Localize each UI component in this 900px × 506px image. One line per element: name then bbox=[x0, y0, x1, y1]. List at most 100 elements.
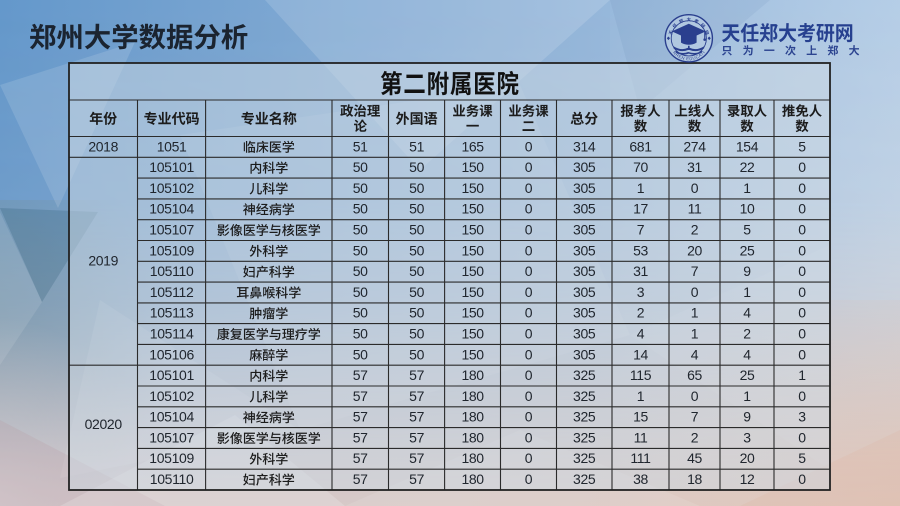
svg-text:0: 0 bbox=[798, 346, 806, 362]
svg-text:0: 0 bbox=[525, 346, 533, 362]
svg-text:18: 18 bbox=[687, 471, 702, 487]
svg-text:20: 20 bbox=[687, 242, 702, 258]
svg-text:38: 38 bbox=[633, 471, 648, 487]
svg-text:50: 50 bbox=[409, 263, 424, 279]
svg-text:0: 0 bbox=[798, 159, 806, 175]
svg-text:0: 0 bbox=[691, 180, 699, 196]
svg-text:2018: 2018 bbox=[88, 138, 118, 154]
svg-text:57: 57 bbox=[353, 450, 368, 466]
svg-text:165: 165 bbox=[461, 138, 484, 154]
svg-text:325: 325 bbox=[573, 429, 596, 445]
svg-text:105104: 105104 bbox=[149, 201, 194, 217]
svg-text:4: 4 bbox=[691, 346, 699, 362]
svg-text:11: 11 bbox=[688, 201, 702, 217]
svg-text:325: 325 bbox=[573, 450, 596, 466]
svg-text:65: 65 bbox=[687, 367, 702, 383]
svg-text:0: 0 bbox=[798, 263, 806, 279]
svg-text:105110: 105110 bbox=[150, 263, 194, 279]
svg-text:50: 50 bbox=[353, 222, 368, 238]
svg-text:50: 50 bbox=[409, 201, 424, 217]
svg-text:7: 7 bbox=[691, 263, 699, 279]
svg-text:305: 305 bbox=[573, 222, 596, 238]
svg-text:305: 305 bbox=[573, 263, 596, 279]
svg-text:50: 50 bbox=[409, 180, 424, 196]
svg-text:0: 0 bbox=[691, 284, 699, 300]
svg-text:50: 50 bbox=[353, 263, 368, 279]
svg-text:10: 10 bbox=[740, 201, 755, 217]
svg-text:681: 681 bbox=[629, 138, 652, 154]
svg-text:0: 0 bbox=[525, 180, 533, 196]
svg-text:50: 50 bbox=[353, 305, 368, 321]
svg-text:105110: 105110 bbox=[150, 471, 194, 487]
svg-text:45: 45 bbox=[687, 450, 702, 466]
svg-text:0: 0 bbox=[525, 159, 533, 175]
svg-text:50: 50 bbox=[409, 222, 424, 238]
svg-text:2: 2 bbox=[637, 305, 645, 321]
svg-text:17: 17 bbox=[633, 201, 648, 217]
svg-text:0: 0 bbox=[525, 138, 533, 154]
svg-text:1051: 1051 bbox=[157, 138, 187, 154]
svg-text:105113: 105113 bbox=[150, 305, 194, 321]
svg-text:105107: 105107 bbox=[149, 429, 194, 445]
svg-text:4: 4 bbox=[743, 346, 751, 362]
svg-text:50: 50 bbox=[353, 346, 368, 362]
svg-text:57: 57 bbox=[353, 388, 368, 404]
svg-text:150: 150 bbox=[461, 346, 484, 362]
svg-text:20: 20 bbox=[740, 450, 755, 466]
svg-text:1: 1 bbox=[637, 388, 645, 404]
svg-text:14: 14 bbox=[633, 346, 648, 362]
svg-text:305: 305 bbox=[573, 284, 596, 300]
svg-text:1: 1 bbox=[743, 284, 751, 300]
svg-text:50: 50 bbox=[353, 284, 368, 300]
svg-text:150: 150 bbox=[461, 159, 484, 175]
svg-text:305: 305 bbox=[573, 346, 596, 362]
svg-text:0: 0 bbox=[798, 388, 806, 404]
svg-text:180: 180 bbox=[461, 409, 484, 425]
svg-text:0: 0 bbox=[525, 388, 533, 404]
svg-text:57: 57 bbox=[409, 388, 424, 404]
svg-text:180: 180 bbox=[461, 429, 484, 445]
svg-text:150: 150 bbox=[461, 305, 484, 321]
svg-text:105106: 105106 bbox=[149, 346, 194, 362]
svg-text:0: 0 bbox=[525, 429, 533, 445]
svg-text:325: 325 bbox=[573, 409, 596, 425]
svg-text:5: 5 bbox=[798, 138, 806, 154]
svg-text:0: 0 bbox=[525, 471, 533, 487]
svg-text:9: 9 bbox=[743, 409, 751, 425]
svg-text:150: 150 bbox=[461, 326, 484, 342]
svg-text:180: 180 bbox=[461, 450, 484, 466]
svg-text:1: 1 bbox=[798, 367, 806, 383]
svg-text:57: 57 bbox=[353, 367, 368, 383]
svg-text:180: 180 bbox=[461, 367, 484, 383]
svg-text:9: 9 bbox=[743, 263, 751, 279]
svg-text:0: 0 bbox=[525, 222, 533, 238]
svg-text:105104: 105104 bbox=[149, 409, 194, 425]
svg-text:0: 0 bbox=[525, 284, 533, 300]
svg-text:180: 180 bbox=[461, 388, 484, 404]
svg-text:0: 0 bbox=[798, 222, 806, 238]
svg-text:50: 50 bbox=[353, 326, 368, 342]
svg-text:57: 57 bbox=[353, 471, 368, 487]
svg-text:305: 305 bbox=[573, 159, 596, 175]
svg-text:150: 150 bbox=[461, 242, 484, 258]
svg-text:0: 0 bbox=[525, 326, 533, 342]
svg-text:50: 50 bbox=[409, 284, 424, 300]
svg-text:180: 180 bbox=[461, 471, 484, 487]
svg-text:0: 0 bbox=[798, 305, 806, 321]
svg-text:50: 50 bbox=[353, 242, 368, 258]
svg-text:25: 25 bbox=[740, 242, 755, 258]
svg-text:0: 0 bbox=[525, 367, 533, 383]
svg-text:2019: 2019 bbox=[88, 253, 118, 269]
svg-text:22: 22 bbox=[740, 159, 755, 175]
svg-text:51: 51 bbox=[409, 138, 424, 154]
svg-text:105102: 105102 bbox=[149, 180, 194, 196]
svg-text:5: 5 bbox=[798, 450, 806, 466]
svg-text:4: 4 bbox=[743, 305, 751, 321]
svg-text:50: 50 bbox=[353, 159, 368, 175]
svg-text:50: 50 bbox=[409, 159, 424, 175]
svg-text:57: 57 bbox=[409, 367, 424, 383]
svg-text:105102: 105102 bbox=[149, 388, 194, 404]
svg-text:1: 1 bbox=[637, 180, 645, 196]
svg-text:50: 50 bbox=[409, 346, 424, 362]
svg-text:57: 57 bbox=[409, 409, 424, 425]
